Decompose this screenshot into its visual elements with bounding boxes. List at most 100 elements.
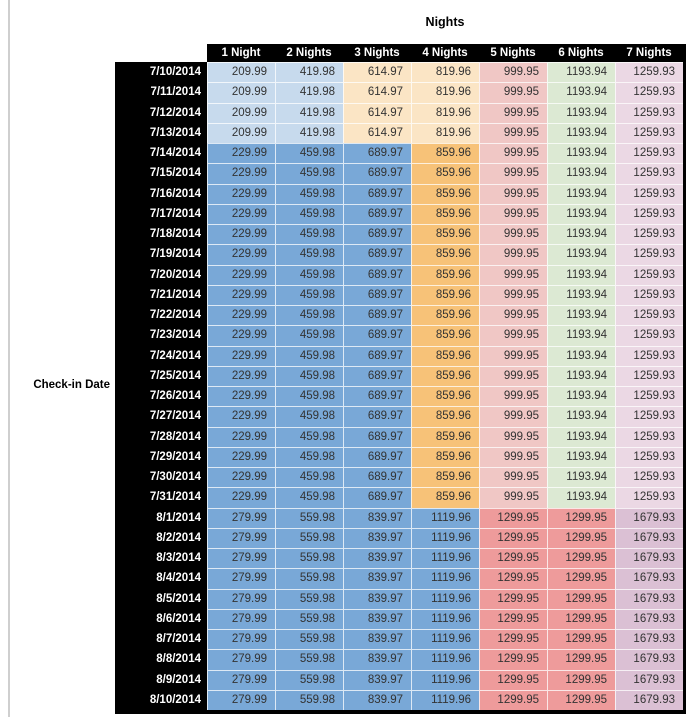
price-cell: 459.98 [275,406,343,427]
price-cell: 1193.94 [547,365,615,386]
table-row: 7/10/2014 209.99 419.98 614.97 819.96 999.95 1… [115,62,683,83]
price-cell: 1119.96 [411,568,479,589]
price-cell: 1679.93 [615,507,683,528]
table-row: 7/22/2014 229.99 459.98 689.97 859.96 999.95 1… [115,305,683,326]
row-header-date: 7/29/2014 [115,446,207,467]
price-cell: 1193.94 [547,446,615,467]
price-cell: 859.96 [411,284,479,305]
row-header-date: 7/10/2014 [115,62,207,83]
row-header-date: 7/18/2014 [115,224,207,245]
price-cell: 999.95 [479,102,547,123]
row-header-date: 7/12/2014 [115,102,207,123]
row-header-date: 8/7/2014 [115,629,207,650]
price-cell: 839.97 [343,527,411,548]
table-row: 7/28/2014 229.99 459.98 689.97 859.96 999.95 1… [115,426,683,447]
price-cell: 1299.95 [479,689,547,710]
price-cell: 1193.94 [547,163,615,184]
table-row: 8/4/2014 279.99 559.98 839.97 1119.96 1299.95… [115,568,683,589]
row-header-date: 8/2/2014 [115,527,207,548]
price-cell: 1193.94 [547,143,615,164]
price-cell: 559.98 [275,568,343,589]
price-cell: 1679.93 [615,669,683,690]
table-row: 7/15/2014 229.99 459.98 689.97 859.96 999.95 1… [115,163,683,184]
table-row: 7/13/2014 209.99 419.98 614.97 819.96 999.95 1… [115,122,683,143]
price-cell: 859.96 [411,386,479,407]
price-cell: 689.97 [343,467,411,488]
table-row: 7/29/2014 229.99 459.98 689.97 859.96 999.95 1… [115,446,683,467]
price-cell: 1679.93 [615,568,683,589]
column-header-6-night: 6 Nights [558,47,604,59]
price-cell: 279.99 [207,689,275,710]
price-cell: 999.95 [479,467,547,488]
price-cell: 859.96 [411,426,479,447]
price-cell: 819.96 [411,82,479,103]
price-cell: 689.97 [343,203,411,224]
price-cell: 229.99 [207,386,275,407]
price-cell: 839.97 [343,548,411,569]
row-header-date: 7/26/2014 [115,386,207,407]
price-cell: 1299.95 [479,629,547,650]
price-cell: 1193.94 [547,224,615,245]
price-cell: 999.95 [479,183,547,204]
table-row: 7/16/2014 229.99 459.98 689.97 859.96 999.95 1… [115,183,683,204]
price-cell: 419.98 [275,82,343,103]
price-cell: 229.99 [207,143,275,164]
price-cell: 1193.94 [547,426,615,447]
price-cell: 1193.94 [547,183,615,204]
price-cell: 459.98 [275,345,343,366]
price-cell: 559.98 [275,507,343,528]
price-cell: 839.97 [343,588,411,609]
column-header-4-night: 4 Nights [422,47,468,59]
price-cell: 1193.94 [547,203,615,224]
price-cell: 859.96 [411,143,479,164]
price-cell: 1193.94 [547,325,615,346]
price-cell: 999.95 [479,224,547,245]
price-cell: 689.97 [343,487,411,508]
price-cell: 1299.95 [547,669,615,690]
price-cell: 1679.93 [615,689,683,710]
price-cell: 1299.95 [547,527,615,548]
price-cell: 999.95 [479,143,547,164]
price-cell: 1119.96 [411,649,479,670]
price-cell: 229.99 [207,264,275,285]
price-cell: 999.95 [479,406,547,427]
price-cell: 689.97 [343,345,411,366]
price-cell: 1193.94 [547,386,615,407]
price-cell: 1299.95 [547,507,615,528]
price-cell: 1259.93 [615,426,683,447]
table-row: 7/26/2014 229.99 459.98 689.97 859.96 999.95 1… [115,386,683,407]
price-cell: 859.96 [411,467,479,488]
row-header-date: 7/31/2014 [115,487,207,508]
price-cell: 1299.95 [547,629,615,650]
price-cell: 1259.93 [615,284,683,305]
price-cell: 1299.95 [479,669,547,690]
table-row: 8/1/2014 279.99 559.98 839.97 1119.96 1299.95… [115,507,683,528]
table-row: 8/6/2014 279.99 559.98 839.97 1119.96 1299.95… [115,608,683,629]
price-cell: 229.99 [207,467,275,488]
price-cell: 1259.93 [615,325,683,346]
price-cell: 859.96 [411,264,479,285]
price-cell: 1193.94 [547,264,615,285]
price-cell: 209.99 [207,82,275,103]
price-cell: 419.98 [275,122,343,143]
price-cell: 999.95 [479,305,547,326]
price-cell: 614.97 [343,62,411,83]
price-cell: 229.99 [207,224,275,245]
price-cell: 839.97 [343,689,411,710]
table-row: 7/30/2014 229.99 459.98 689.97 859.96 999.95 1… [115,467,683,488]
price-cell: 689.97 [343,446,411,467]
price-cell: 1259.93 [615,122,683,143]
table-row: 8/2/2014 279.99 559.98 839.97 1119.96 1299.95… [115,527,683,548]
price-cell: 279.99 [207,588,275,609]
price-cell: 1193.94 [547,406,615,427]
price-cell: 1259.93 [615,487,683,508]
row-header-date: 7/11/2014 [115,82,207,103]
table-title: Nights [425,15,465,29]
price-cell: 999.95 [479,426,547,447]
price-cell: 279.99 [207,629,275,650]
table-row: 7/18/2014 229.99 459.98 689.97 859.96 999.95 1… [115,224,683,245]
row-header-date: 7/17/2014 [115,203,207,224]
price-cell: 819.96 [411,62,479,83]
price-cell: 1259.93 [615,305,683,326]
price-cell: 229.99 [207,325,275,346]
